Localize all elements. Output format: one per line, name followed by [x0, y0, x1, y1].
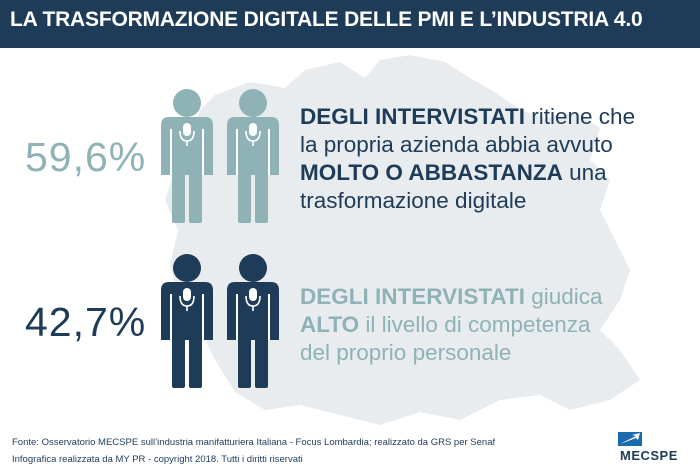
text: del proprio personale	[300, 340, 512, 365]
text: trasformazione digitale	[300, 188, 527, 213]
emphasis: MOLTO O ABBASTANZA	[300, 160, 563, 185]
text-line: DEGLI INTERVISTATI giudica	[300, 283, 603, 311]
text-line: del proprio personale	[300, 339, 603, 367]
text: il livello di competenza	[359, 312, 591, 337]
stat-value: 59,6%	[25, 134, 147, 180]
stat-description: DEGLI INTERVISTATI ritiene che la propria…	[300, 103, 635, 215]
stat-value: 42,7%	[25, 299, 147, 345]
text-line: MOLTO O ABBASTANZA una	[300, 159, 635, 187]
footer-line: Infografica realizzata da MY PR - copyri…	[12, 454, 303, 465]
emphasis: DEGLI INTERVISTATI	[300, 284, 526, 309]
text-line: DEGLI INTERVISTATI ritiene che	[300, 103, 635, 131]
stat-description: DEGLI INTERVISTATI giudica ALTO il livell…	[300, 283, 603, 367]
text-line: la propria azienda abbia avvuto	[300, 131, 635, 159]
text: giudica	[525, 284, 603, 309]
footer-line: Fonte: Osservatorio MECSPE sull’industri…	[12, 437, 496, 448]
text: la propria azienda abbia avvuto	[300, 132, 613, 157]
text-line: ALTO il livello di competenza	[300, 311, 603, 339]
text-line: trasformazione digitale	[300, 187, 635, 215]
logo: MECSPE	[620, 448, 678, 463]
title: LA TRASFORMAZIONE DIGITALE DELLE PMI E L…	[10, 8, 643, 31]
map-shape	[165, 55, 640, 425]
emphasis: DEGLI INTERVISTATI	[300, 104, 526, 129]
emphasis: ALTO	[300, 312, 360, 337]
text: ritiene che	[525, 104, 636, 129]
logo-mark	[618, 432, 642, 446]
header: LA TRASFORMAZIONE DIGITALE DELLE PMI E L…	[0, 0, 700, 48]
text: una	[562, 160, 607, 185]
